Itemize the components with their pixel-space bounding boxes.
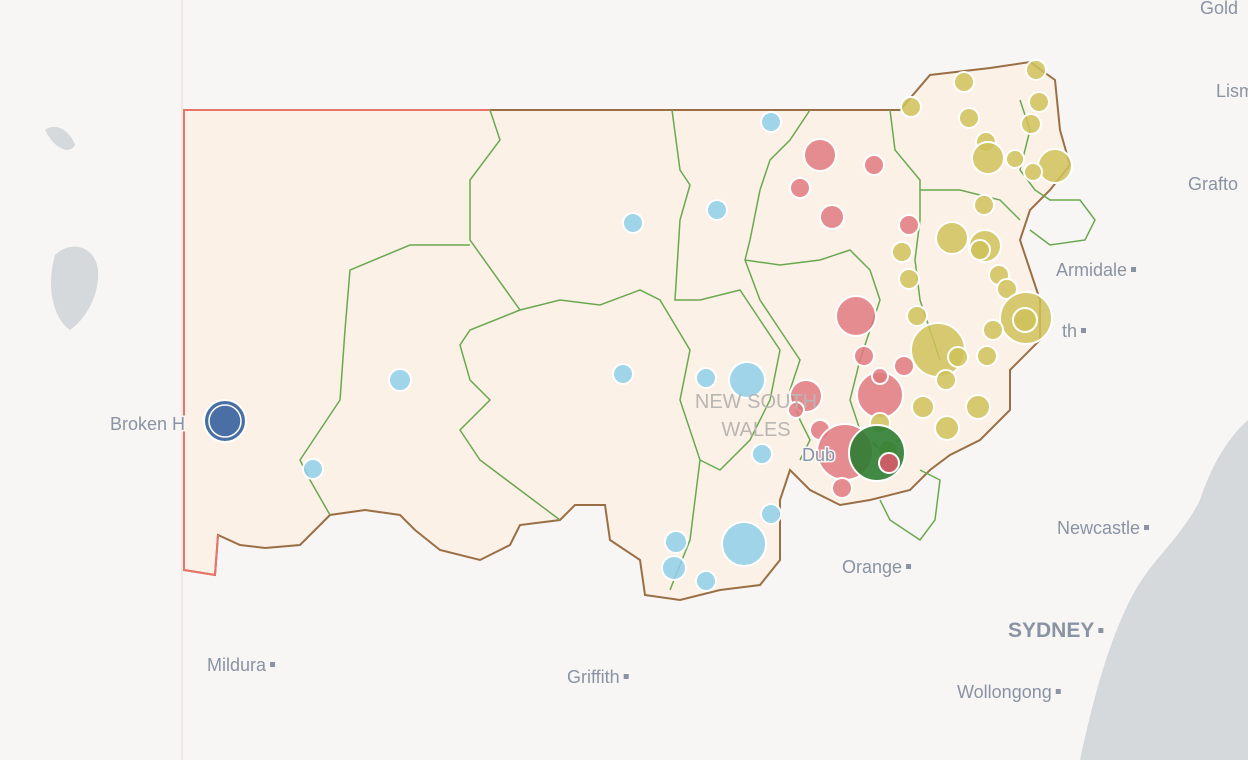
place-label: SYDNEY	[1008, 619, 1094, 642]
map-marker	[934, 415, 960, 441]
map-marker	[911, 395, 935, 419]
map-marker	[760, 111, 782, 133]
map-marker	[1028, 91, 1050, 113]
map-marker	[1020, 113, 1042, 135]
place-label: Griffith	[567, 667, 620, 687]
map-marker	[831, 477, 853, 499]
map-marker	[900, 96, 922, 118]
city-marker	[906, 564, 912, 569]
map-marker	[1005, 149, 1025, 169]
city-marker	[623, 674, 629, 679]
map-marker	[819, 204, 845, 230]
map-marker	[973, 194, 995, 216]
city-marker	[1098, 628, 1104, 633]
map-marker	[622, 212, 644, 234]
place-label: Orange	[842, 557, 902, 577]
map-marker	[803, 138, 837, 172]
map-marker	[1037, 148, 1073, 184]
map-marker	[661, 555, 687, 581]
map-marker	[969, 239, 991, 261]
map-marker	[751, 443, 773, 465]
city-marker	[1131, 267, 1137, 272]
place-label: WALES	[721, 419, 790, 441]
place-label: th	[1062, 321, 1077, 341]
sea	[1080, 420, 1248, 760]
place-label: Grafto	[1188, 174, 1238, 194]
map-marker	[898, 268, 920, 290]
map-marker	[728, 361, 766, 399]
place-label: Gold	[1200, 0, 1238, 18]
city-marker	[270, 662, 276, 667]
map-marker	[893, 355, 915, 377]
map-marker	[787, 401, 805, 419]
map-marker	[208, 404, 242, 438]
place-label: Dub	[802, 445, 835, 465]
place-label: Wollongong	[957, 682, 1052, 702]
map-marker	[721, 521, 767, 567]
markers	[203, 59, 1073, 592]
city-marker	[1055, 689, 1061, 694]
map-marker	[835, 295, 877, 337]
region-border-red	[183, 109, 490, 577]
place-label: NEW SOUTH	[695, 391, 817, 413]
map-marker	[906, 305, 928, 327]
map-marker	[706, 199, 728, 221]
map-marker	[853, 345, 875, 367]
map-marker	[878, 452, 900, 474]
place-label: Lism	[1216, 81, 1248, 101]
map-marker	[695, 367, 717, 389]
map-marker	[971, 141, 1005, 175]
map-marker	[958, 107, 980, 129]
map-marker	[935, 369, 957, 391]
map-marker	[863, 154, 885, 176]
map-marker	[388, 368, 412, 392]
map-marker	[1023, 162, 1043, 182]
map-marker	[898, 214, 920, 236]
map-marker	[871, 367, 889, 385]
city-marker	[1081, 328, 1087, 333]
map-marker	[612, 363, 634, 385]
map-marker	[947, 346, 969, 368]
place-label: Mildura	[207, 655, 267, 675]
map-marker	[976, 345, 998, 367]
map-marker	[302, 458, 324, 480]
map-marker	[1012, 307, 1038, 333]
map-marker	[982, 319, 1004, 341]
city-marker	[1144, 525, 1150, 530]
lake	[50, 246, 99, 330]
lake	[45, 126, 75, 150]
map-marker	[953, 71, 975, 93]
map-marker	[965, 394, 991, 420]
map-marker	[848, 424, 906, 482]
map-marker	[760, 503, 782, 525]
map-marker	[789, 177, 811, 199]
map-marker	[1025, 59, 1047, 81]
place-label: Broken H	[110, 414, 185, 434]
map-marker	[935, 221, 969, 255]
place-label: Armidale	[1056, 260, 1127, 280]
place-labels: Gold Lism Grafto Armidale th Broken H NEW SOUT…	[109, 0, 1248, 704]
place-label: Newcastle	[1057, 518, 1140, 538]
map-marker	[891, 241, 913, 263]
map-marker	[695, 570, 717, 592]
map-marker	[664, 530, 688, 554]
